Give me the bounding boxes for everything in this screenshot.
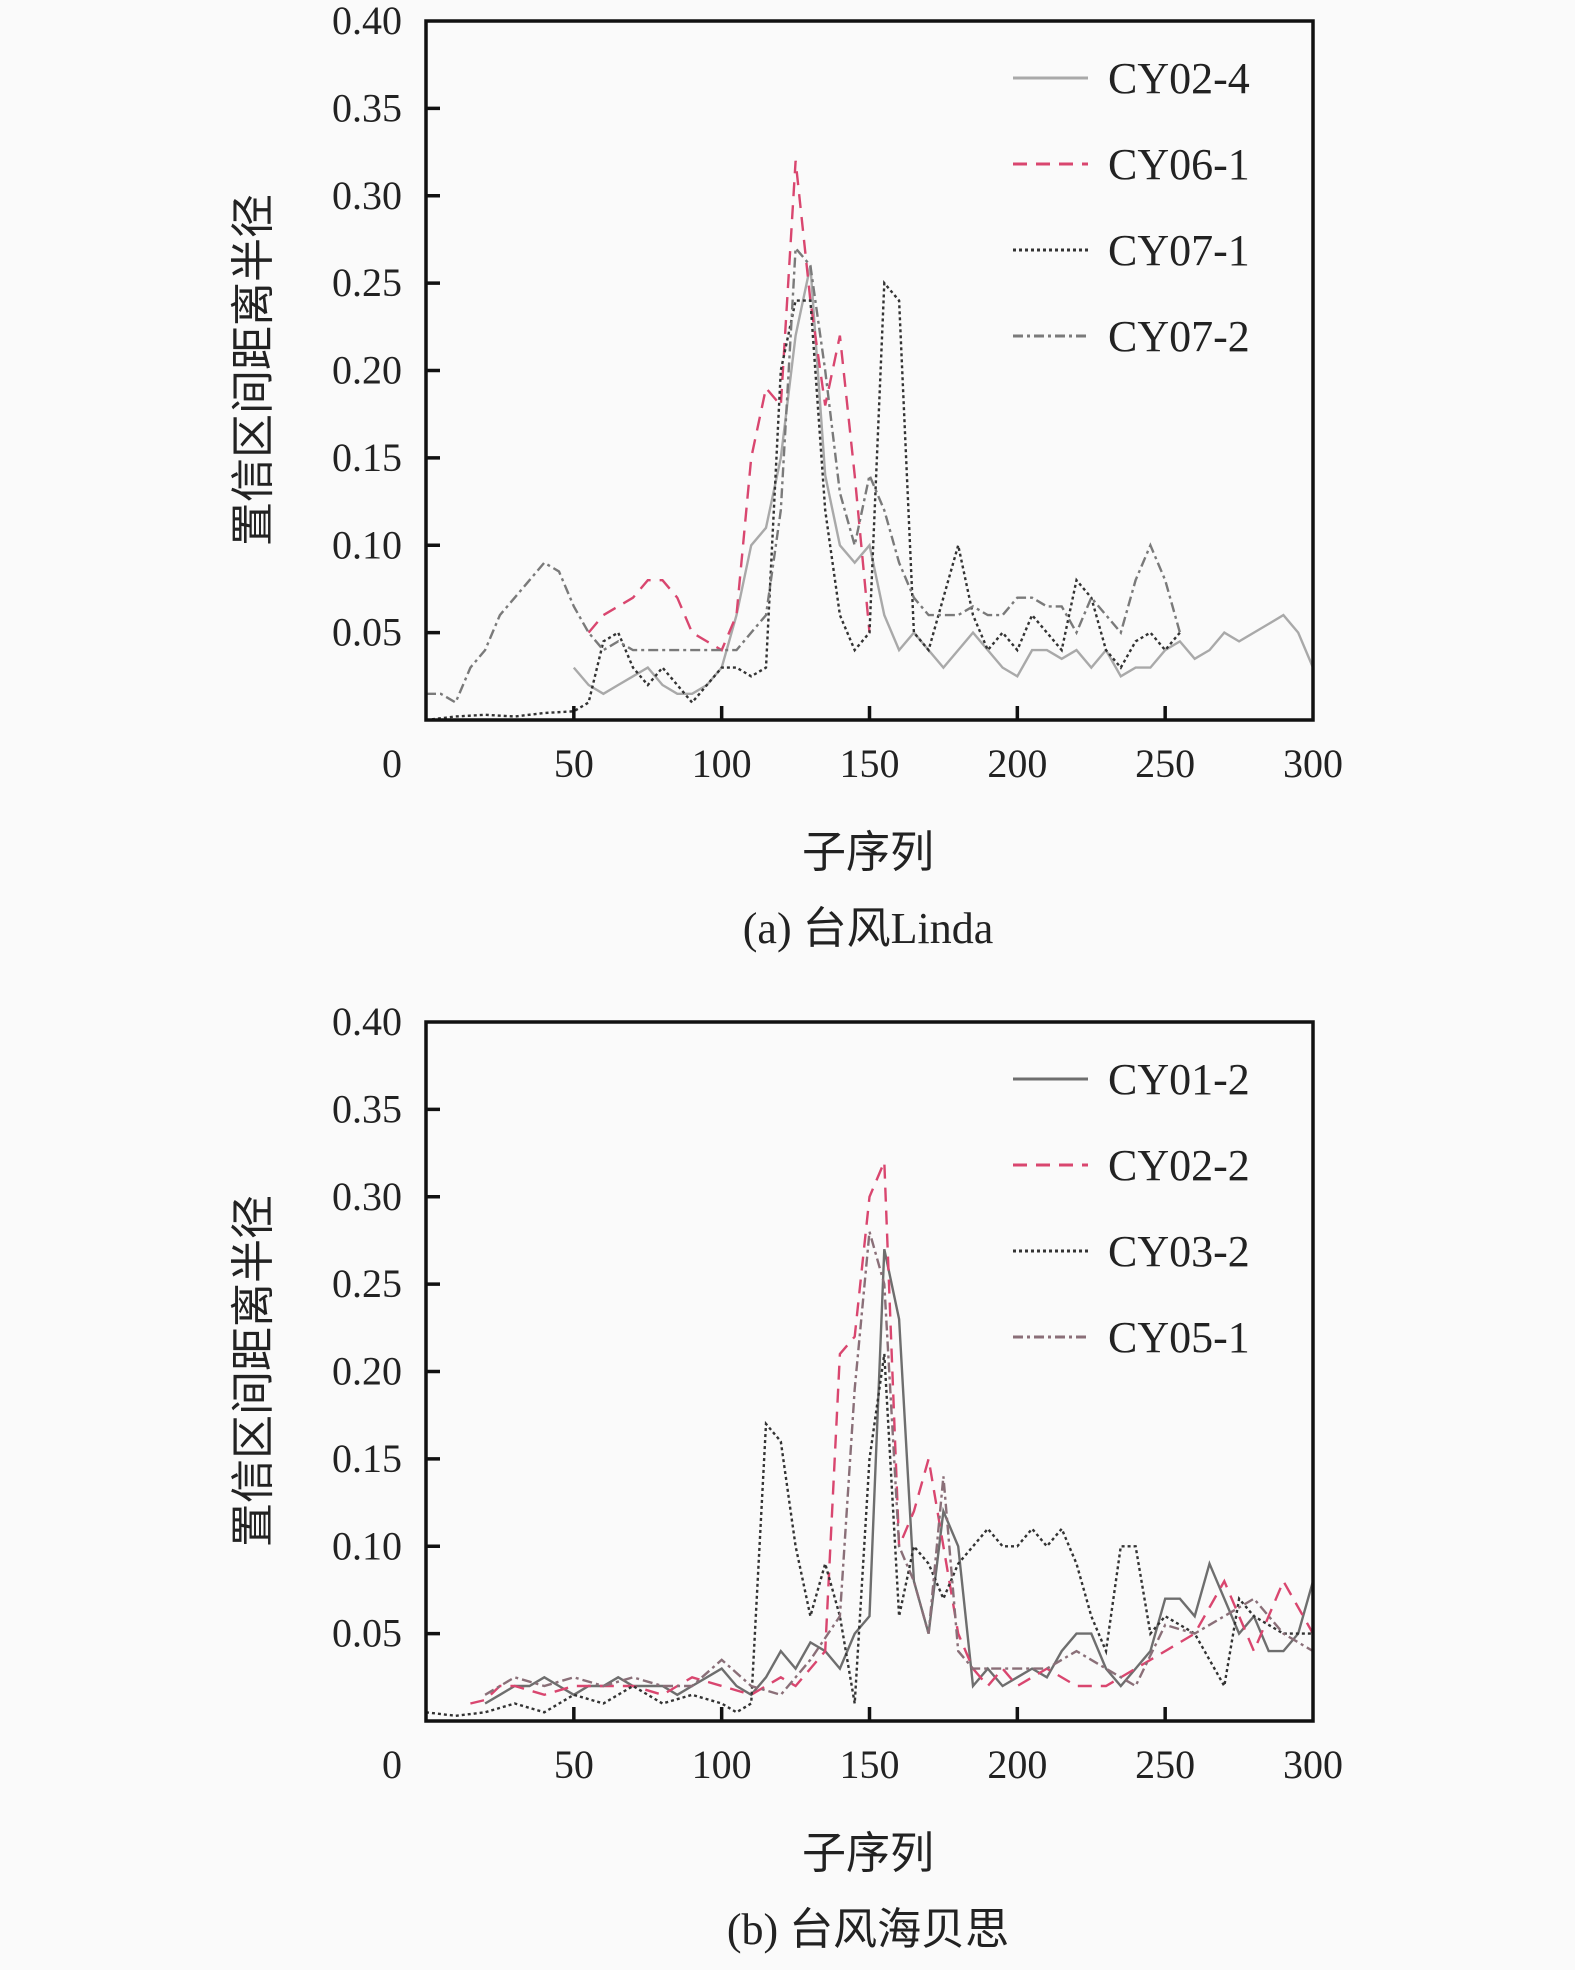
x-tick-label: 250 [1135, 741, 1195, 786]
x-tick-label: 100 [692, 741, 752, 786]
x-axis-label: 子序列 [802, 828, 934, 877]
y-tick-label: 0.10 [332, 522, 402, 567]
chart-panel-1: 0 50 100 150 200 250 300 0.05 0.10 0.15 0.20 0.25 0.… [229, 999, 1343, 1954]
legend-label: CY02-4 [1108, 54, 1250, 103]
y-tick-label: 0.40 [332, 999, 402, 1044]
x-tick-label: 150 [840, 1742, 900, 1787]
y-tick-label: 0.10 [332, 1523, 402, 1568]
legend-label: CY03-2 [1108, 1227, 1250, 1276]
plot-frame [426, 21, 1313, 720]
x-tick-label: 200 [987, 1742, 1047, 1787]
y-tick-label: 0.40 [332, 0, 402, 43]
legend: CY02-4 CY06-1 CY07-1 CY07-2 [1013, 54, 1250, 361]
x-tick-label: 150 [840, 741, 900, 786]
x-tick-label: 50 [554, 741, 594, 786]
y-tick-label: 0.15 [332, 435, 402, 480]
legend-label: CY02-2 [1108, 1141, 1250, 1190]
legend-label: CY07-1 [1108, 226, 1250, 275]
y-tick-label: 0.35 [332, 85, 402, 130]
x-tick-label: 100 [692, 1742, 752, 1787]
legend-label: CY05-1 [1108, 1313, 1250, 1362]
panel-caption: (a) 台风Linda [743, 904, 993, 953]
x-tick-label: 0 [382, 1742, 402, 1787]
y-tick-label: 0.15 [332, 1436, 402, 1481]
x-tick-label: 50 [554, 1742, 594, 1787]
x-axis-label: 子序列 [802, 1829, 934, 1878]
y-tick-label: 0.30 [332, 173, 402, 218]
series-line-cy05-1 [485, 1232, 1313, 1695]
legend: CY01-2 CY02-2 CY03-2 CY05-1 [1013, 1055, 1250, 1362]
y-tick-label: 0.05 [332, 610, 402, 655]
y-tick-label: 0.20 [332, 1349, 402, 1394]
y-axis-label: 置信区间距离半径 [229, 1195, 278, 1547]
y-tick-label: 0.25 [332, 1261, 402, 1306]
y-tick-label: 0.25 [332, 260, 402, 305]
x-tick-label: 300 [1283, 1742, 1343, 1787]
series-line-cy07-2 [426, 248, 1180, 702]
y-axis-label: 置信区间距离半径 [229, 194, 278, 546]
x-tick-label: 250 [1135, 1742, 1195, 1787]
x-tick-label: 300 [1283, 741, 1343, 786]
y-tick-label: 0.05 [332, 1611, 402, 1656]
legend-label: CY01-2 [1108, 1055, 1250, 1104]
y-tick-label: 0.30 [332, 1174, 402, 1219]
series-line-cy06-1 [589, 161, 870, 650]
x-tick-label: 0 [382, 741, 402, 786]
legend-label: CY07-2 [1108, 312, 1250, 361]
y-tick-label: 0.35 [332, 1086, 402, 1131]
chart-panel-0: 0 50 100 150 200 250 300 0.05 0.10 0.15 0.20 0.25 0.… [229, 0, 1343, 953]
series-line-cy03-2 [426, 1354, 1313, 1716]
x-tick-label: 200 [987, 741, 1047, 786]
y-tick-label: 0.20 [332, 348, 402, 393]
legend-label: CY06-1 [1108, 140, 1250, 189]
panel-caption: (b) 台风海贝思 [727, 1905, 1009, 1954]
